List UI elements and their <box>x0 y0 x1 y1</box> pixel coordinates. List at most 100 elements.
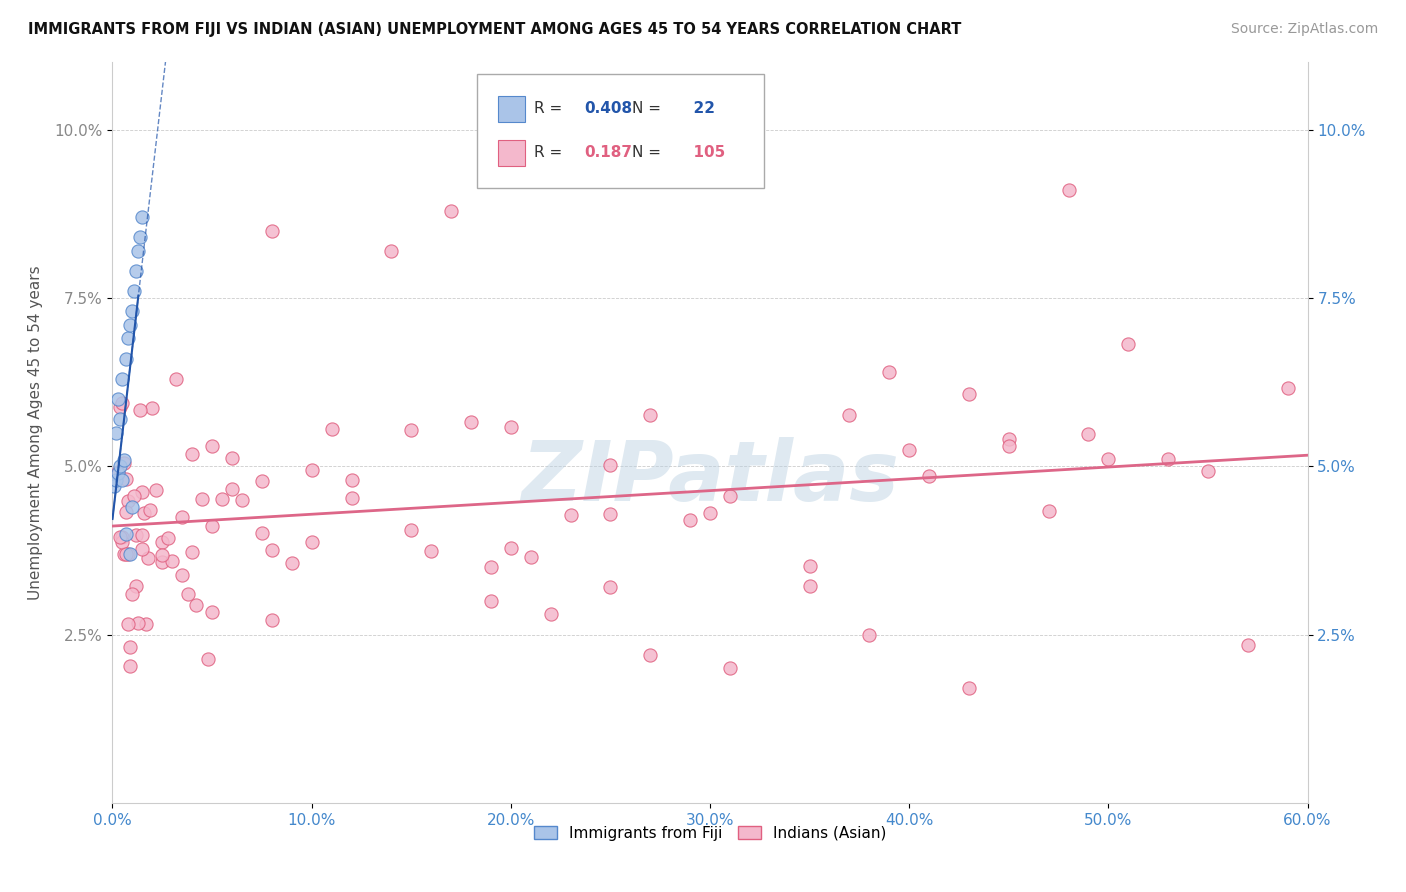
Point <box>115 547 138 561</box>
Point <box>718 489 741 503</box>
Point <box>135 616 157 631</box>
Point <box>127 244 149 258</box>
Point <box>301 463 323 477</box>
Text: 22: 22 <box>682 102 714 117</box>
Point <box>115 351 138 366</box>
Point <box>111 395 134 409</box>
Point <box>380 244 402 258</box>
Point <box>114 456 135 470</box>
Point <box>201 606 224 620</box>
Point <box>105 473 128 487</box>
Point <box>111 473 134 487</box>
Point <box>120 318 142 332</box>
Legend: Immigrants from Fiji, Indians (Asian): Immigrants from Fiji, Indians (Asian) <box>527 820 893 847</box>
Point <box>321 421 343 435</box>
Point <box>131 542 153 557</box>
Point <box>957 386 980 401</box>
Text: IMMIGRANTS FROM FIJI VS INDIAN (ASIAN) UNEMPLOYMENT AMONG AGES 45 TO 54 YEARS CO: IMMIGRANTS FROM FIJI VS INDIAN (ASIAN) U… <box>28 22 962 37</box>
Point <box>1097 452 1119 467</box>
Point <box>858 627 880 641</box>
Point <box>165 372 187 386</box>
Point <box>499 541 522 555</box>
Point <box>114 547 135 561</box>
Point <box>172 568 194 582</box>
Point <box>260 542 283 557</box>
Text: R =: R = <box>534 102 562 117</box>
Point <box>107 465 129 479</box>
Point <box>131 211 153 225</box>
FancyBboxPatch shape <box>477 73 763 188</box>
Point <box>1077 427 1099 442</box>
Point <box>111 530 134 544</box>
Point <box>125 264 148 278</box>
Text: ZIPatlas: ZIPatlas <box>522 436 898 517</box>
Point <box>121 500 143 514</box>
Point <box>186 599 208 613</box>
Point <box>1197 464 1219 478</box>
Bar <box>499 95 524 122</box>
Point <box>281 556 304 570</box>
Point <box>201 519 224 533</box>
Point <box>440 203 463 218</box>
Point <box>111 534 134 549</box>
Point <box>838 408 860 422</box>
Point <box>898 442 921 457</box>
Point <box>117 494 139 508</box>
Point <box>150 549 173 563</box>
Point <box>131 528 153 542</box>
Point <box>340 473 363 487</box>
Point <box>460 415 482 429</box>
Point <box>918 468 941 483</box>
Point <box>117 331 139 345</box>
Point <box>679 513 702 527</box>
Point <box>640 648 662 662</box>
Point <box>998 439 1021 453</box>
Point <box>125 528 148 542</box>
Y-axis label: Unemployment Among Ages 45 to 54 years: Unemployment Among Ages 45 to 54 years <box>28 265 44 600</box>
Point <box>115 526 138 541</box>
Point <box>127 616 149 631</box>
Point <box>1237 638 1260 652</box>
Point <box>181 447 204 461</box>
Point <box>105 425 128 440</box>
Point <box>250 526 273 541</box>
Point <box>479 594 502 608</box>
Point <box>110 530 132 544</box>
Point <box>150 555 173 569</box>
Text: 105: 105 <box>682 145 724 161</box>
Point <box>401 423 423 437</box>
Point <box>479 560 502 574</box>
Point <box>599 507 621 521</box>
Point <box>957 681 980 696</box>
Point <box>120 659 142 673</box>
Point <box>125 579 148 593</box>
Point <box>250 474 273 488</box>
Point <box>520 549 543 564</box>
Point <box>138 551 160 566</box>
Point <box>141 401 163 416</box>
Point <box>134 506 156 520</box>
Point <box>121 587 143 601</box>
Text: 0.408: 0.408 <box>585 102 633 117</box>
Point <box>401 524 423 538</box>
Bar <box>499 139 524 166</box>
Point <box>117 547 139 561</box>
Point <box>699 506 721 520</box>
Point <box>799 579 821 593</box>
Point <box>124 489 146 503</box>
Point <box>107 392 129 406</box>
Point <box>110 412 132 426</box>
Point <box>420 544 443 558</box>
Text: N =: N = <box>633 145 661 161</box>
Text: R =: R = <box>534 145 562 161</box>
Point <box>157 531 180 545</box>
Point <box>181 545 204 559</box>
Point <box>301 535 323 549</box>
Point <box>1057 183 1080 197</box>
Point <box>103 479 125 493</box>
Point <box>640 408 662 422</box>
Point <box>197 652 219 666</box>
Point <box>129 403 152 417</box>
Point <box>221 482 243 496</box>
Text: 0.187: 0.187 <box>585 145 633 161</box>
